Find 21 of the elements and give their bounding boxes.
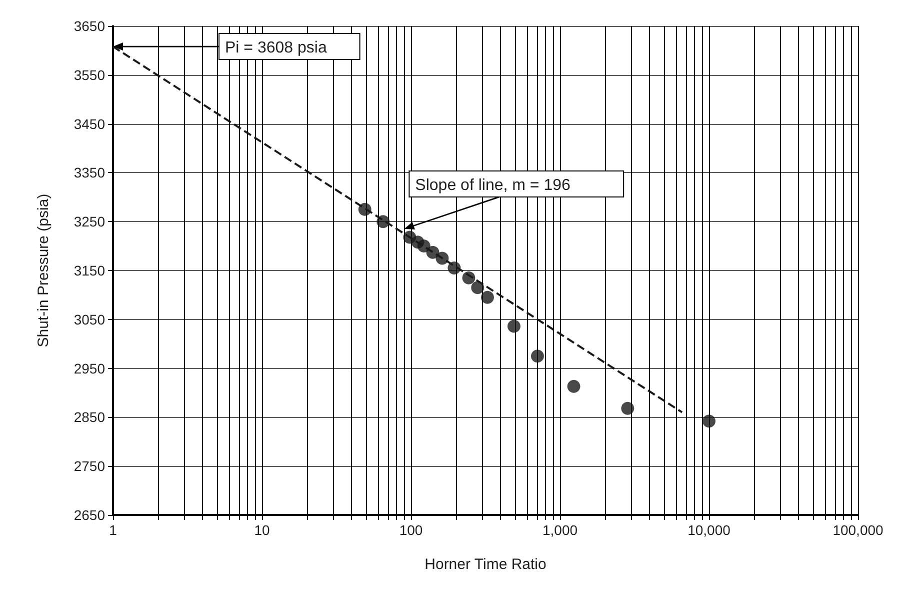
annotation: Slope of line, m = 196 [415,176,570,194]
y-axis-title: Shut-in Pressure (psia) [35,194,52,348]
x-axis-title: Horner Time Ratio [424,556,546,573]
y-tick-label: 3050 [74,311,106,328]
y-tick-label: 2850 [74,409,106,426]
y-tick-label: 2750 [74,458,106,474]
y-tick-label: 3550 [74,66,106,83]
x-tick-label: 1,000 [542,522,578,538]
y-tick-label: 2950 [74,360,106,376]
y-tick-label: 3450 [74,116,106,132]
x-tick-label: 10,000 [688,522,731,538]
x-tick-label: 10 [254,522,270,538]
x-tick-label: 1 [109,522,118,538]
y-tick-label: 3150 [74,262,106,278]
x-tick-label: 100 [399,522,423,538]
x-tick-label: 100,000 [832,522,884,538]
y-tick-label: 3650 [74,18,106,34]
annotation: Pi = 3608 psia [225,40,327,57]
y-tick-label: 2650 [74,507,106,523]
y-tick-label: 3250 [74,214,106,230]
y-tick-label: 3350 [74,164,106,181]
